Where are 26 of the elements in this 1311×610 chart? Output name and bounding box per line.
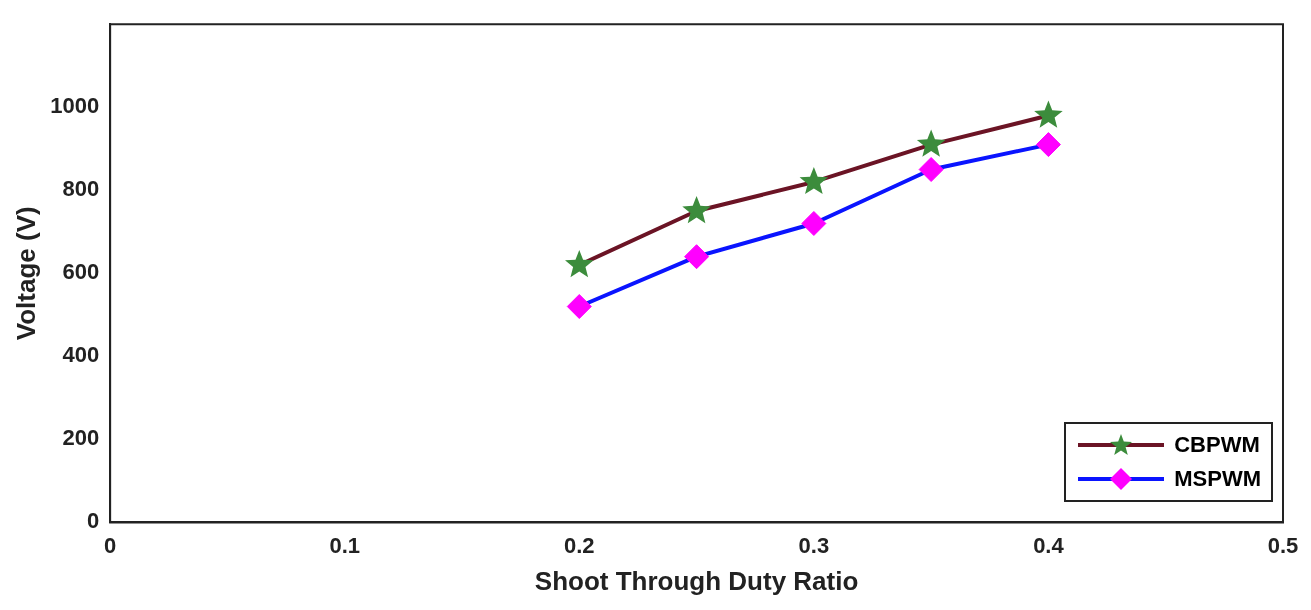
x-axis-title: Shoot Through Duty Ratio <box>534 565 859 596</box>
point <box>565 250 594 278</box>
y-tick-label: 400 <box>62 342 100 368</box>
y-axis-title: Voltage (V) <box>10 206 41 341</box>
legend-label: CBPWM <box>1174 432 1260 458</box>
point <box>566 294 592 320</box>
y-tick-label: 600 <box>62 259 100 285</box>
y-tick-label: 1000 <box>50 93 100 119</box>
x-tick-label: 0 <box>104 532 117 558</box>
legend-label: MSPWM <box>1174 466 1261 492</box>
x-tick-label: 0.3 <box>798 532 830 558</box>
y-tick-label: 800 <box>62 176 100 202</box>
point <box>916 129 946 157</box>
point <box>682 196 711 224</box>
x-tick-label: 0.5 <box>1267 532 1299 558</box>
x-tick-label: 0.2 <box>563 532 595 558</box>
point <box>918 157 944 183</box>
x-tick-label: 0.1 <box>329 532 361 558</box>
x-tick-label: 0.4 <box>1033 532 1065 558</box>
point <box>1035 132 1061 158</box>
point <box>799 166 829 195</box>
point <box>1034 100 1063 128</box>
point <box>684 244 710 270</box>
y-tick-label: 200 <box>62 425 100 451</box>
point <box>801 210 827 236</box>
y-tick-label: 0 <box>86 508 100 534</box>
